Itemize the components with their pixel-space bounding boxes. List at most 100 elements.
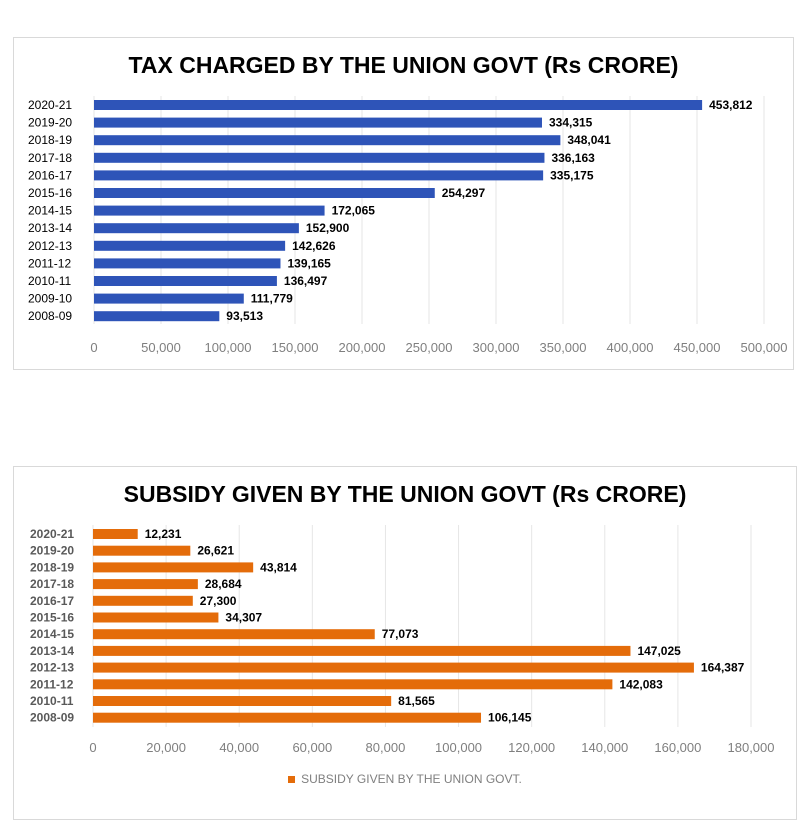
subsidy-category-label: 2010-11 bbox=[30, 694, 74, 708]
subsidy-x-tick-label: 40,000 bbox=[219, 740, 259, 755]
subsidy-legend: SUBSIDY GIVEN BY THE UNION GOVT. bbox=[14, 772, 796, 786]
tax-category-label: 2018-19 bbox=[28, 133, 72, 147]
subsidy-data-label: 26,621 bbox=[197, 544, 234, 558]
tax-bar bbox=[94, 293, 244, 304]
tax-data-label: 254,297 bbox=[442, 186, 486, 200]
tax-data-label: 139,165 bbox=[287, 256, 331, 270]
tax-category-label: 2014-15 bbox=[28, 204, 72, 218]
subsidy-data-label: 106,145 bbox=[488, 711, 532, 725]
tax-category-label: 2010-11 bbox=[28, 274, 71, 288]
subsidy-bar bbox=[93, 679, 613, 690]
subsidy-bar bbox=[93, 562, 254, 573]
subsidy-bar bbox=[93, 529, 138, 539]
tax-category-label: 2017-18 bbox=[28, 151, 72, 165]
tax-bar bbox=[94, 205, 325, 216]
subsidy-legend-swatch bbox=[288, 776, 296, 784]
subsidy-category-label: 2012-13 bbox=[30, 661, 74, 675]
tax-bar bbox=[94, 258, 281, 269]
subsidy-chart-title: SUBSIDY GIVEN BY THE UNION GOVT (Rs CROR… bbox=[123, 481, 687, 507]
tax-x-tick-label: 250,000 bbox=[406, 340, 453, 355]
tax-bar bbox=[94, 276, 277, 286]
subsidy-x-tick-label: 180,000 bbox=[728, 740, 775, 755]
subsidy-category-label: 2013-14 bbox=[30, 644, 74, 658]
subsidy-data-label: 142,083 bbox=[619, 677, 663, 691]
subsidy-x-tick-label: 80,000 bbox=[366, 740, 406, 755]
subsidy-data-label: 81,565 bbox=[398, 694, 435, 708]
subsidy-x-tick-label: 100,000 bbox=[435, 740, 482, 755]
subsidy-data-label: 77,073 bbox=[382, 627, 419, 641]
subsidy-x-tick-label: 160,000 bbox=[654, 740, 701, 755]
subsidy-category-label: 2017-18 bbox=[30, 577, 74, 591]
tax-bar bbox=[94, 311, 220, 322]
subsidy-x-tick-label: 20,000 bbox=[146, 740, 186, 755]
tax-data-label: 334,315 bbox=[549, 116, 593, 130]
tax-x-tick-label: 500,000 bbox=[741, 340, 788, 355]
tax-x-tick-label: 150,000 bbox=[272, 340, 319, 355]
tax-category-label: 2013-14 bbox=[28, 221, 72, 235]
tax-data-label: 335,175 bbox=[550, 168, 594, 182]
tax-bar-chart: 0 50,000 100,000 150,000 200,000 250,000 300,0… bbox=[28, 96, 788, 355]
subsidy-category-label: 2015-16 bbox=[30, 611, 74, 625]
subsidy-bar bbox=[93, 579, 198, 590]
subsidy-data-label: 28,684 bbox=[205, 577, 242, 591]
subsidy-x-tick-label: 140,000 bbox=[581, 740, 628, 755]
tax-data-label: 172,065 bbox=[332, 204, 376, 218]
subsidy-chart-panel: SUBSIDY GIVEN BY THE UNION GOVT (Rs CROR… bbox=[13, 466, 797, 820]
subsidy-bar bbox=[93, 712, 482, 723]
tax-x-tick-label: 450,000 bbox=[674, 340, 721, 355]
tax-category-label: 2012-13 bbox=[28, 239, 72, 253]
subsidy-bar bbox=[93, 612, 219, 623]
tax-bar bbox=[94, 117, 542, 128]
subsidy-bar bbox=[93, 696, 392, 706]
subsidy-x-tick-label: 60,000 bbox=[292, 740, 332, 755]
tax-category-label: 2020-21 bbox=[28, 98, 72, 112]
tax-category-label: 2016-17 bbox=[28, 168, 72, 182]
subsidy-bar bbox=[93, 645, 631, 656]
tax-category-label: 2015-16 bbox=[28, 186, 72, 200]
subsidy-category-label: 2018-19 bbox=[30, 560, 74, 574]
tax-bar bbox=[94, 223, 299, 234]
subsidy-bar bbox=[93, 662, 694, 673]
tax-data-label: 142,626 bbox=[292, 239, 336, 253]
tax-bar bbox=[94, 188, 435, 198]
subsidy-category-label: 2008-09 bbox=[30, 711, 74, 725]
tax-data-label: 93,513 bbox=[226, 309, 263, 323]
tax-chart-title: TAX CHARGED BY THE UNION GOVT (Rs CRORE) bbox=[128, 52, 679, 78]
subsidy-bar bbox=[93, 629, 375, 640]
subsidy-bar bbox=[93, 545, 191, 556]
tax-data-label: 453,812 bbox=[709, 98, 753, 112]
tax-data-label: 336,163 bbox=[551, 151, 595, 165]
subsidy-legend-label: SUBSIDY GIVEN BY THE UNION GOVT. bbox=[301, 772, 522, 786]
tax-x-tick-label: 100,000 bbox=[205, 340, 252, 355]
tax-data-label: 152,900 bbox=[306, 221, 350, 235]
subsidy-category-label: 2016-17 bbox=[30, 594, 74, 608]
tax-x-tick-label: 300,000 bbox=[473, 340, 520, 355]
subsidy-data-label: 164,387 bbox=[701, 661, 745, 675]
tax-bar bbox=[94, 152, 545, 163]
subsidy-category-label: 2020-21 bbox=[30, 527, 74, 541]
subsidy-bar-chart: 0 20,000 40,000 60,000 80,000 100,000 120,000 1… bbox=[30, 525, 775, 755]
tax-data-label: 348,041 bbox=[567, 133, 611, 147]
tax-x-tick-label: 200,000 bbox=[339, 340, 386, 355]
tax-data-label: 111,779 bbox=[251, 292, 293, 306]
subsidy-x-tick-label: 0 bbox=[89, 740, 96, 755]
tax-category-label: 2009-10 bbox=[28, 292, 72, 306]
tax-bar bbox=[94, 240, 286, 251]
subsidy-x-tick-label: 120,000 bbox=[508, 740, 555, 755]
subsidy-data-label: 27,300 bbox=[200, 594, 237, 608]
subsidy-data-label: 34,307 bbox=[225, 611, 262, 625]
tax-x-tick-label: 400,000 bbox=[607, 340, 654, 355]
tax-chart-panel: TAX CHARGED BY THE UNION GOVT (Rs CRORE)… bbox=[13, 37, 794, 370]
subsidy-data-label: 147,025 bbox=[637, 644, 681, 658]
tax-bar bbox=[94, 170, 544, 181]
tax-x-tick-label: 350,000 bbox=[540, 340, 587, 355]
tax-bar bbox=[94, 100, 703, 110]
tax-data-label: 136,497 bbox=[284, 274, 328, 288]
subsidy-data-label: 43,814 bbox=[260, 560, 297, 574]
subsidy-data-label: 12,231 bbox=[145, 527, 182, 541]
subsidy-bar bbox=[93, 595, 193, 606]
tax-x-tick-label: 0 bbox=[90, 340, 97, 355]
tax-bar bbox=[94, 135, 561, 146]
subsidy-category-label: 2014-15 bbox=[30, 627, 74, 641]
tax-category-label: 2011-12 bbox=[28, 256, 71, 270]
